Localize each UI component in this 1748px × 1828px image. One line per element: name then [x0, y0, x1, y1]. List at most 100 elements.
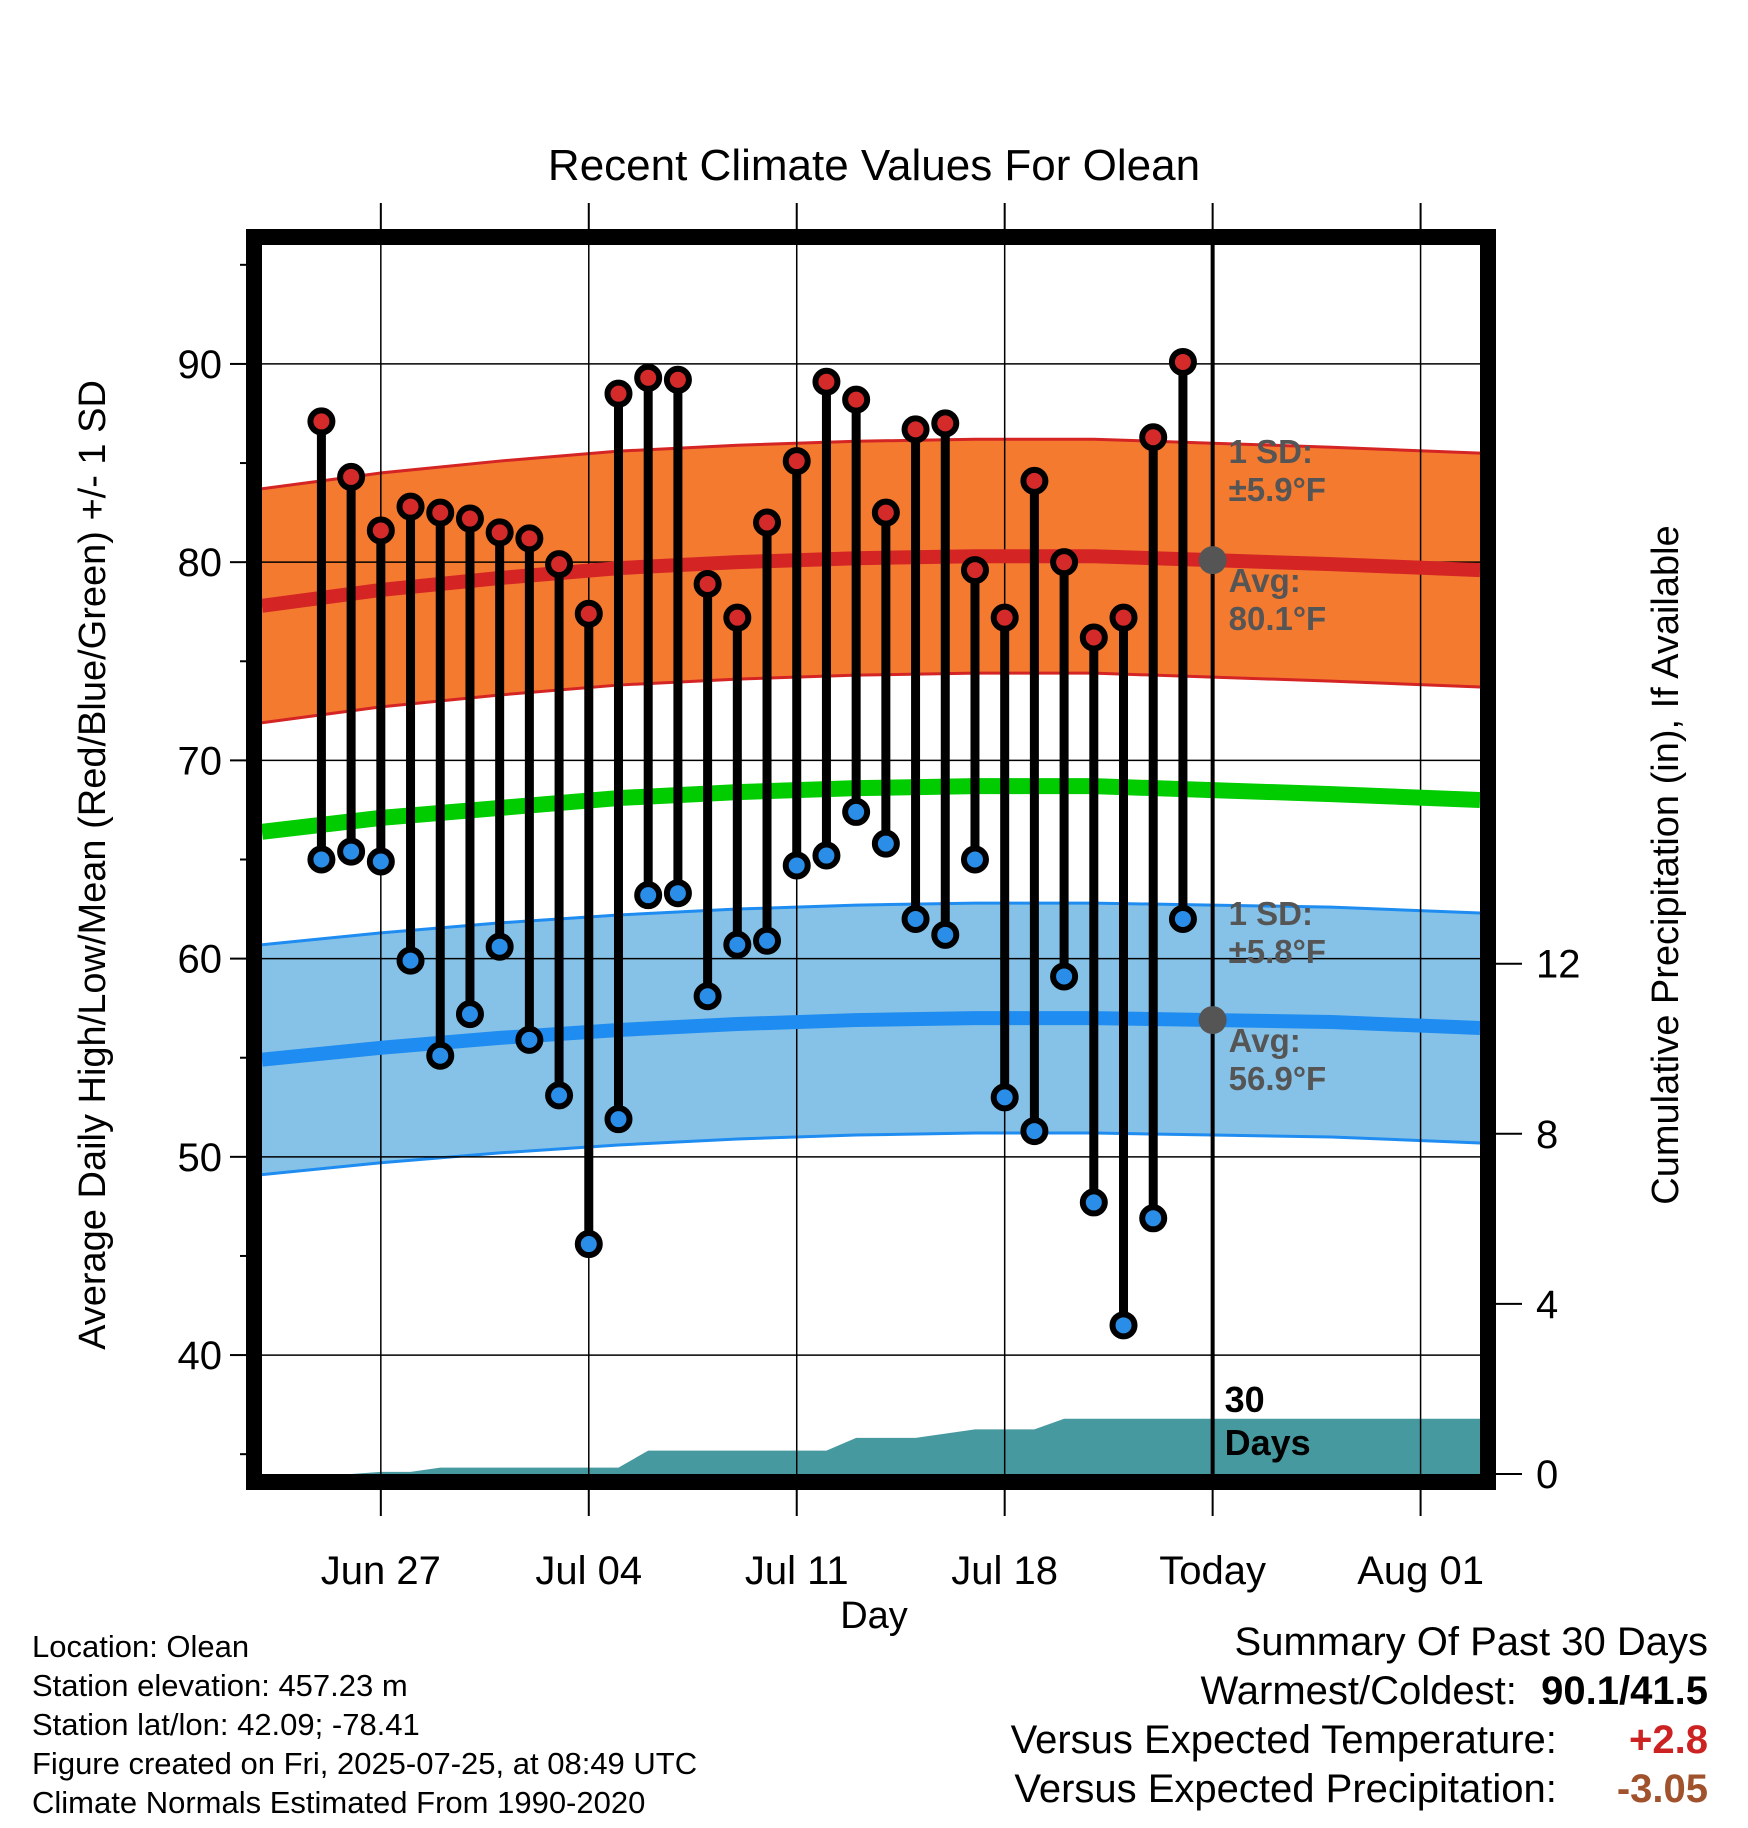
low-sd-upper-edge: [262, 901, 1480, 947]
low-temp-point: [426, 1041, 455, 1070]
summary-temp-value: +2.8: [1629, 1718, 1708, 1762]
station-info: Location: Olean Station elevation: 457.2…: [32, 1627, 697, 1822]
low-temp-point: [931, 920, 960, 949]
high-temp-point: [485, 518, 514, 547]
summary-warm-cold-label: Warmest/Coldest:: [1200, 1669, 1517, 1713]
low-temp-point: [842, 797, 871, 826]
low-temp-point: [366, 847, 395, 876]
today-avg-high-marker: [1198, 546, 1227, 575]
summary-precip-row: Versus Expected Precipitation: -3.05: [1011, 1765, 1708, 1814]
x-tick-label: Jul 11: [745, 1549, 849, 1593]
y-right-tick-label: 0: [1536, 1453, 1558, 1497]
info-latlon: Station lat/lon: 42.09; -78.41: [32, 1707, 420, 1742]
high-temp-point: [693, 569, 722, 598]
high-temp-point: [842, 385, 871, 414]
high-temp-point: [634, 363, 663, 392]
y-left-tick-label: 80: [178, 541, 223, 585]
high-temp-point: [1079, 623, 1108, 652]
high-temp-point: [782, 447, 811, 476]
low-temp-point: [960, 845, 989, 874]
low-avg-value: 56.9°F: [1229, 1060, 1327, 1097]
low-temp-point: [634, 881, 663, 910]
high-temp-point: [960, 556, 989, 585]
low-temp-point: [1020, 1117, 1049, 1146]
x-tick-label: Jul 04: [535, 1549, 642, 1593]
info-normals: Climate Normals Estimated From 1990-2020: [32, 1785, 646, 1820]
high-temp-point: [812, 367, 841, 396]
high-sd-value: ±5.9°F: [1229, 471, 1326, 508]
summary-heading: Summary Of Past 30 Days: [1234, 1620, 1708, 1664]
low-temp-point: [753, 926, 782, 955]
low-temp-point: [782, 851, 811, 880]
low-temp-point: [1168, 904, 1197, 933]
high-temp-point: [753, 508, 782, 537]
low-temp-point: [545, 1081, 574, 1110]
y-right-tick-label: 12: [1536, 943, 1581, 987]
today-days-word: Days: [1225, 1422, 1311, 1463]
high-sd-label: 1 SD:: [1229, 433, 1313, 470]
high-temp-point: [604, 379, 633, 408]
low-temp-point: [1139, 1204, 1168, 1233]
high-temp-point: [337, 462, 366, 491]
high-temp-point: [545, 550, 574, 579]
y-left-tick-label: 90: [178, 343, 223, 387]
low-temp-point: [990, 1083, 1019, 1112]
plot-frame: [246, 229, 1496, 1490]
high-temp-point: [1020, 466, 1049, 495]
y-left-tick-label: 60: [178, 938, 223, 982]
high-temp-point: [871, 498, 900, 527]
low-temp-point: [812, 841, 841, 870]
summary-precip-label: Versus Expected Precipitation:: [1014, 1767, 1557, 1811]
today-days-number: 30: [1225, 1379, 1265, 1420]
low-temp-point: [1050, 962, 1079, 991]
high-temp-point: [1109, 603, 1138, 632]
low-temp-point: [871, 829, 900, 858]
high-avg-label: Avg:: [1229, 562, 1301, 599]
y-axis-label-left: Average Daily High/Low/Mean (Red/Blue/Gr…: [72, 380, 114, 1350]
low-temp-point: [901, 904, 930, 933]
low-temp-point: [1079, 1188, 1108, 1217]
x-tick-label: Jun 27: [321, 1549, 441, 1593]
low-temp-point: [307, 845, 336, 874]
info-location: Location: Olean: [32, 1629, 250, 1664]
y-right-tick-label: 8: [1536, 1113, 1558, 1157]
high-temp-point: [1139, 423, 1168, 452]
high-temp-point: [574, 599, 603, 628]
high-temp-point: [931, 409, 960, 438]
x-tick-label: Today: [1159, 1549, 1266, 1593]
y-left-tick-label: 70: [178, 739, 223, 783]
summary-panel: Summary Of Past 30 Days Warmest/Coldest:…: [1011, 1618, 1708, 1814]
high-temp-point: [1168, 347, 1197, 376]
low-temp-point: [337, 837, 366, 866]
info-created: Figure created on Fri, 2025-07-25, at 08…: [32, 1746, 698, 1781]
chart-title: Recent Climate Values For Olean: [548, 141, 1200, 190]
high-avg-value: 80.1°F: [1229, 600, 1327, 637]
summary-temp-row: Versus Expected Temperature: +2.8: [1011, 1716, 1708, 1765]
low-temp-point: [604, 1105, 633, 1134]
low-temp-point: [485, 932, 514, 961]
high-temp-point: [396, 492, 425, 521]
today-avg-low-marker: [1198, 1006, 1227, 1035]
summary-warm-cold-value: 90.1/41.5: [1541, 1669, 1708, 1713]
high-temp-point: [990, 603, 1019, 632]
y-axis-label-right: Cumulative Precipitation (in), If Availa…: [1645, 525, 1687, 1204]
precip-area: [262, 1418, 1480, 1474]
normal-low-line: [262, 1011, 1480, 1067]
y-right-tick-label: 4: [1536, 1283, 1558, 1327]
high-temp-point: [455, 504, 484, 533]
high-sd-band: [262, 439, 1480, 723]
summary-warm-cold-row: Warmest/Coldest: 90.1/41.5: [1011, 1667, 1709, 1716]
low-sd-label: 1 SD:: [1229, 895, 1313, 932]
x-tick-label: Jul 18: [951, 1549, 1058, 1593]
high-temp-point: [901, 415, 930, 444]
y-left-tick-label: 50: [178, 1136, 223, 1180]
y-left-tick-label: 40: [178, 1334, 223, 1378]
high-temp-point: [426, 498, 455, 527]
summary-precip-value: -3.05: [1616, 1767, 1708, 1811]
high-temp-point: [366, 516, 395, 545]
low-temp-point: [455, 1000, 484, 1029]
high-temp-point: [307, 407, 336, 436]
info-elevation: Station elevation: 457.23 m: [32, 1668, 408, 1703]
